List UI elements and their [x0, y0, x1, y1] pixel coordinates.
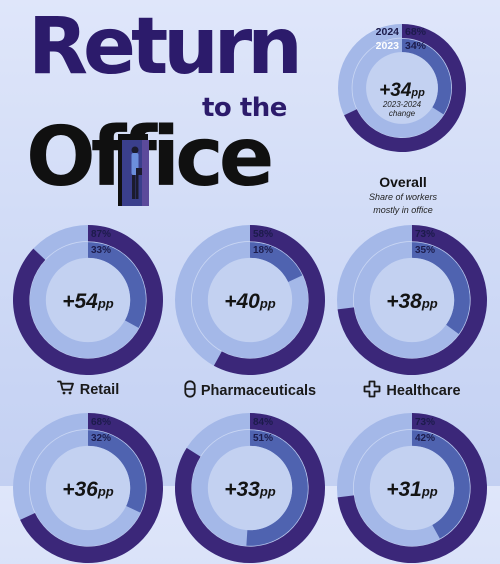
category-6-donut: 73%42%+31pp	[337, 413, 487, 563]
value-2023: 33%	[91, 245, 111, 256]
overall-title: Overall	[379, 174, 427, 190]
change-caption-1: 2023-2024	[382, 100, 422, 109]
shopping-cart-icon	[56, 380, 75, 399]
healthcare-label-text: Healthcare	[386, 383, 461, 399]
ring-center	[369, 257, 455, 343]
pharmaceuticals-label: Pharmaceuticals	[162, 380, 338, 402]
pill-capsule-icon	[184, 380, 196, 402]
change-value: +54pp	[62, 290, 114, 313]
change-value: +34pp	[379, 80, 425, 101]
category-5-donut: 84%51%+33pp	[175, 413, 325, 563]
retail-label-text: Retail	[79, 381, 120, 398]
value-2023: 32%	[91, 433, 111, 444]
value-2023: 34%	[405, 40, 427, 52]
ring-center	[207, 257, 293, 343]
retail-label: Retail	[12, 380, 164, 399]
arc-2023	[250, 242, 303, 283]
value-2023: 42%	[415, 433, 435, 444]
value-2024: 87%	[91, 229, 111, 240]
value-2024: 68%	[405, 26, 427, 38]
ring-center	[45, 257, 131, 343]
value-2024: 73%	[415, 417, 435, 428]
arc-2023	[412, 242, 470, 334]
medical-cross-icon	[363, 380, 381, 402]
value-2024: 73%	[415, 229, 435, 240]
title-office: Office	[26, 117, 274, 199]
arc-2023	[402, 38, 452, 115]
change-value: +40pp	[224, 290, 276, 313]
pharmaceuticals-donut: 58% 18% +40pp	[175, 225, 325, 375]
overall-subtitle-line-2: mostly in office	[373, 205, 433, 215]
overall-subtitle-line-1: Share of workers	[368, 192, 438, 202]
retail-donut: 87% 33% +54pp	[12, 225, 163, 375]
value-2023: 51%	[253, 433, 273, 444]
category-4-donut: 68%32%+36pp	[13, 413, 163, 563]
value-2023: 35%	[415, 245, 435, 256]
title-return: Return	[28, 2, 303, 92]
change-value: +38pp	[386, 290, 438, 313]
title-to-the: to the	[202, 93, 287, 123]
value-2024: 68%	[91, 417, 111, 428]
healthcare-label: Healthcare	[336, 380, 488, 402]
change-caption-2: change	[389, 109, 416, 118]
ring-center	[366, 52, 438, 124]
office-door-illustration	[106, 132, 166, 206]
year-2023-label: 2023	[376, 40, 400, 52]
year-2024-label: 2024	[376, 26, 400, 38]
pharmaceuticals-label-text: Pharmaceuticals	[200, 383, 317, 399]
overall-caption: Overall Share of workers mostly in offic…	[348, 174, 458, 216]
value-2024: 58%	[253, 229, 273, 240]
value-2024: 84%	[253, 417, 273, 428]
arc-2024	[213, 225, 325, 375]
arc-2023	[88, 242, 146, 328]
value-2023: 18%	[253, 245, 273, 256]
healthcare-donut: 73% 35% +38pp	[337, 225, 487, 375]
